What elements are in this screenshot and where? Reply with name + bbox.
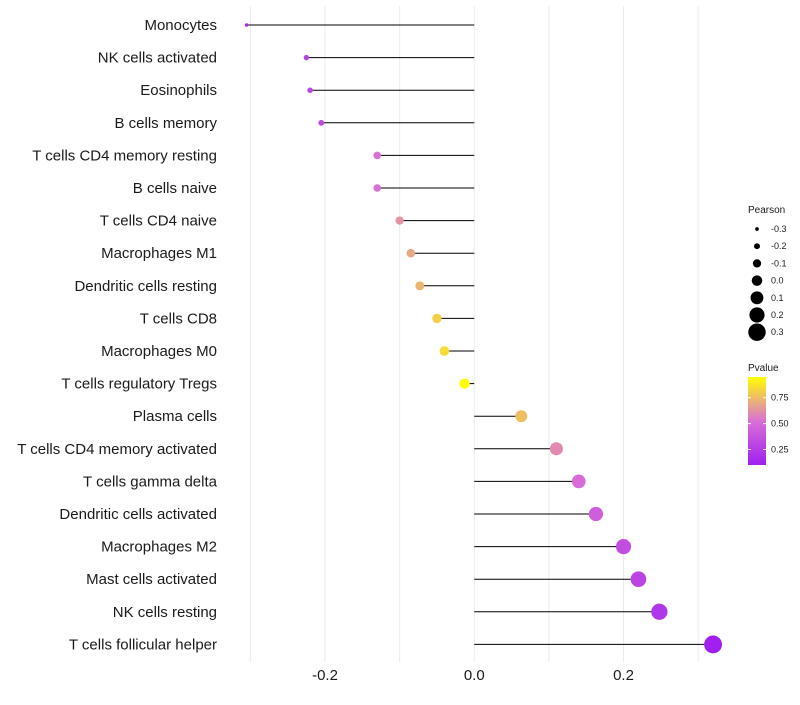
size-legend-label: 0.3 xyxy=(771,327,784,337)
category-label: Monocytes xyxy=(144,17,217,34)
lollipop-point xyxy=(303,54,310,61)
size-legend-label: -0.3 xyxy=(771,224,787,234)
size-legend-title: Pearson xyxy=(748,205,785,216)
size-legend-label: 0.1 xyxy=(771,293,784,303)
category-label: Dendritic cells resting xyxy=(74,278,217,295)
lollipop-point xyxy=(373,184,382,192)
size-legend-key xyxy=(754,243,760,250)
x-tick-label: 0.0 xyxy=(464,667,485,684)
size-legend-label: 0.2 xyxy=(771,310,784,320)
x-tick-label: 0.2 xyxy=(613,667,634,684)
x-tick-label: -0.2 xyxy=(312,667,338,684)
lollipop-point xyxy=(588,506,604,522)
size-legend-label: -0.2 xyxy=(771,241,787,251)
lollipop-point xyxy=(373,151,382,160)
category-label: T cells CD4 memory resting xyxy=(32,147,217,164)
color-legend: Pvalue 0.75 0.50 0.25 xyxy=(748,363,789,465)
lollipop-point xyxy=(459,378,470,389)
lollipop-point xyxy=(244,23,249,27)
color-legend-label: 0.50 xyxy=(771,419,789,429)
category-label: Macrophages M1 xyxy=(101,245,217,262)
category-label: T cells follicular helper xyxy=(69,636,217,653)
color-legend-bar xyxy=(748,377,766,465)
category-label: Dendritic cells activated xyxy=(59,506,217,523)
lollipop-point xyxy=(515,410,528,423)
lollipop-point xyxy=(571,474,586,489)
category-label: T cells CD4 memory activated xyxy=(17,441,217,458)
lollipop-point xyxy=(651,603,668,620)
size-legend: Pearson -0.3 -0.2 -0.1 0.0 0.1 0.2 0.3 xyxy=(748,205,787,341)
segment-layer xyxy=(246,24,714,645)
lollipop-point xyxy=(318,119,325,126)
color-legend-title: Pvalue xyxy=(748,363,779,374)
category-label: NK cells activated xyxy=(98,50,217,67)
size-legend-key xyxy=(749,307,765,323)
category-label-layer: Monocytes NK cells activated Eosinophils B … xyxy=(17,17,217,653)
category-label: T cells CD4 naive xyxy=(100,213,217,230)
category-label: Eosinophils xyxy=(140,82,217,99)
size-legend-key xyxy=(752,259,762,268)
category-label: T cells regulatory Tregs xyxy=(61,376,217,393)
lollipop-point xyxy=(439,346,450,356)
color-legend-label: 0.75 xyxy=(771,393,789,403)
lollipop-point xyxy=(307,87,313,93)
size-legend-key xyxy=(751,275,763,286)
category-label: B cells naive xyxy=(133,180,217,197)
category-label: Plasma cells xyxy=(133,408,217,425)
color-legend-label: 0.25 xyxy=(771,444,789,454)
lollipop-point xyxy=(395,216,404,225)
lollipop-point xyxy=(704,635,723,654)
lollipop-point xyxy=(406,248,416,258)
lollipop-point xyxy=(549,442,563,456)
size-legend-label: 0.0 xyxy=(771,276,784,286)
category-label: Macrophages M2 xyxy=(101,539,217,556)
lollipop-point xyxy=(615,539,632,555)
category-label: Macrophages M0 xyxy=(101,343,217,360)
lollipop-point xyxy=(432,313,442,324)
category-label: B cells memory xyxy=(114,115,217,132)
size-legend-key xyxy=(755,227,759,231)
lollipop-point xyxy=(630,571,647,588)
grid-layer xyxy=(249,6,699,662)
category-label: T cells CD8 xyxy=(140,310,217,327)
size-legend-label: -0.1 xyxy=(771,258,787,268)
x-tick-layer: -0.2 0.0 0.2 xyxy=(312,667,634,684)
point-layer xyxy=(244,23,723,654)
size-legend-key xyxy=(748,323,766,341)
category-label: Mast cells activated xyxy=(86,571,217,588)
category-label: NK cells resting xyxy=(113,604,217,621)
lollipop-point xyxy=(415,281,425,291)
size-legend-key xyxy=(750,291,764,305)
category-label: T cells gamma delta xyxy=(83,473,218,490)
